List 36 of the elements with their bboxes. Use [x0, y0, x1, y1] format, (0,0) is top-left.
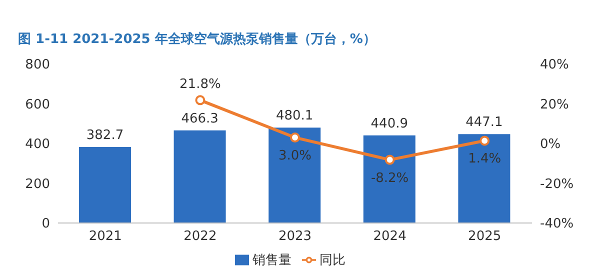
point: [384, 154, 395, 165]
x-tick-label: 2023: [278, 229, 312, 244]
data-label: -8.2%: [370, 170, 409, 186]
y-tick-label: 800: [25, 58, 50, 73]
data-label: 21.8%: [180, 77, 221, 92]
x-tick-label: 2022: [184, 229, 217, 244]
data-label: 1.4%: [468, 152, 502, 167]
x-tick-label: 2024: [373, 229, 406, 244]
data-label: 480.1: [276, 108, 314, 124]
y2-tick-label: 40%: [540, 58, 569, 73]
data-label: 466.3: [181, 111, 218, 126]
x-tick-label: 2021: [88, 229, 122, 244]
y-tick-label: 400: [25, 137, 50, 152]
x-tick-label: 2025: [468, 229, 502, 244]
y2-tick-label: 20%: [540, 97, 569, 112]
data-label: 3.0%: [278, 148, 312, 164]
y-tick-label: 200: [25, 176, 50, 192]
y2-tick-label: -20%: [540, 176, 574, 192]
bar: [79, 146, 131, 223]
data-label: 440.9: [370, 116, 408, 132]
point: [290, 132, 300, 143]
data-label: 447.1: [466, 115, 503, 130]
bar: [363, 135, 416, 223]
point: [195, 95, 206, 106]
y-tick-label: 600: [25, 97, 50, 112]
data-label: 382.7: [86, 128, 124, 143]
legend-label: 销售量: [252, 253, 292, 268]
bar: [268, 128, 321, 223]
y-tick-label: 0: [42, 216, 50, 232]
y2-tick-label: -40%: [540, 216, 574, 232]
point: [480, 136, 490, 146]
chart-title: 图 1-11 2021-2025 年全球空气源热泵销售量（万台，%）: [18, 30, 377, 48]
y2-tick-label: 0%: [540, 137, 561, 152]
bar: [458, 134, 510, 223]
legend-label: 同比: [320, 253, 346, 268]
bar: [174, 130, 226, 223]
